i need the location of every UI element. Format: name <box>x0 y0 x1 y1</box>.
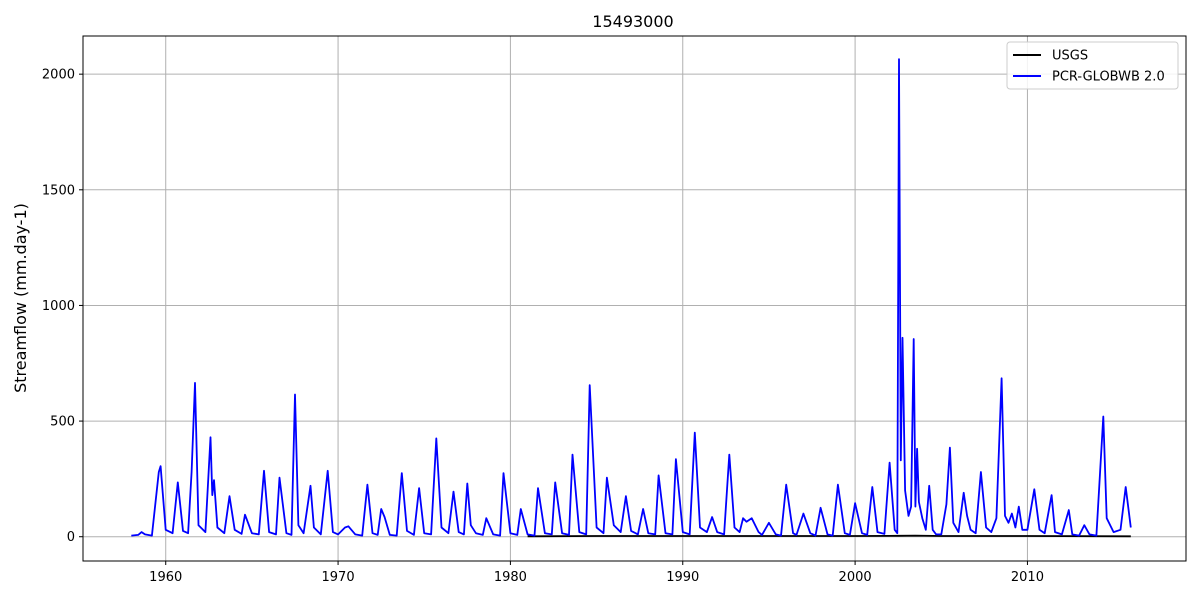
x-axis: 1960 1970 1980 1990 2000 2010 <box>149 561 1044 585</box>
legend: USGS PCR-GLOBWB 2.0 <box>1006 41 1179 90</box>
y-axis: 0 500 1000 1500 2000 <box>42 68 83 545</box>
y-tick-label: 1500 <box>42 183 75 198</box>
series-lines <box>131 58 1132 538</box>
x-tick-label: 1960 <box>149 570 182 585</box>
x-tick-label: 2010 <box>1011 570 1044 585</box>
legend-label: USGS <box>1052 49 1088 64</box>
series-line-usgs <box>527 534 1131 538</box>
x-tick-label: 1980 <box>494 570 527 585</box>
y-axis-label: Streamflow (mm.day-1) <box>11 203 30 393</box>
plot-frame <box>82 35 1187 562</box>
chart-title: 15493000 <box>592 12 673 31</box>
legend-label: PCR-GLOBWB 2.0 <box>1052 70 1165 85</box>
series-line-pcr-globwb <box>131 58 1132 537</box>
legend-box <box>1006 41 1179 90</box>
y-tick-label: 2000 <box>42 68 75 83</box>
x-tick-label: 1990 <box>666 570 699 585</box>
y-tick-label: 500 <box>50 415 75 430</box>
x-tick-label: 1970 <box>322 570 355 585</box>
x-tick-label: 2000 <box>839 570 872 585</box>
y-tick-label: 0 <box>67 530 75 545</box>
y-tick-label: 1000 <box>42 299 75 314</box>
